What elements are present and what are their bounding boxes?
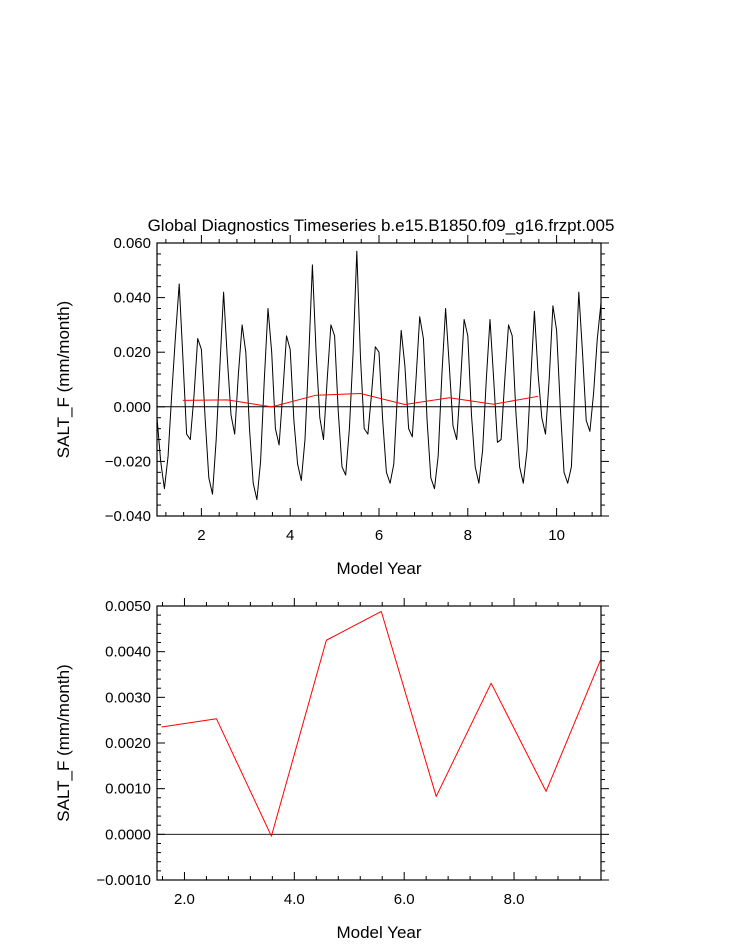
bottom-y-axis-label: SALT_F (mm/month) [54,664,73,821]
y-tick-label: 0.060 [113,235,151,252]
series-line-0 [161,610,602,837]
top-plot-frame [156,242,602,517]
x-tick-label: 8.0 [504,891,525,908]
bottom-minor-ticks [157,602,605,880]
y-tick-label: 0.0050 [105,598,151,615]
top-series [156,250,602,501]
bottom-major-ticks [157,598,609,881]
y-tick-label: −0.020 [105,453,151,470]
y-tick-label: 0.0030 [105,689,151,706]
y-tick-label: −0.0010 [96,872,151,889]
x-tick-label: 2.0 [174,891,195,908]
y-tick-label: −0.040 [105,508,151,525]
x-tick-label: 6.0 [394,891,415,908]
bottom-panel: −0.0010 0.0000 0.0010 0.0020 0.0030 0.0040 0.0… [54,598,609,942]
x-tick-label: 4.0 [284,891,305,908]
y-tick-label: 0.0040 [105,644,151,661]
y-tick-label: 0.0010 [105,781,151,798]
y-tick-label: 0.040 [113,290,151,307]
series-line-0 [156,250,602,501]
x-tick-label: 6 [375,527,383,544]
y-tick-label: 0.000 [113,399,151,416]
bottom-x-tick-labels: 2.0 4.0 6.0 8.0 [174,891,524,908]
x-tick-label: 10 [548,527,565,544]
x-tick-label: 8 [464,527,472,544]
y-tick-label: 0.020 [113,344,151,361]
x-tick-label: 2 [197,527,205,544]
top-x-axis-label: Model Year [336,559,421,578]
series-line-1 [182,392,539,408]
top-y-tick-labels: −0.040 −0.020 0.000 0.020 0.040 0.060 [105,235,151,525]
y-tick-label: 0.0000 [105,826,151,843]
bottom-x-axis-label: Model Year [336,923,421,942]
x-tick-label: 4 [286,527,294,544]
top-x-tick-labels: 2 4 6 8 10 [197,527,565,544]
y-tick-label: 0.0020 [105,735,151,752]
bottom-y-tick-labels: −0.0010 0.0000 0.0010 0.0020 0.0030 0.0040 0.0… [96,598,151,889]
top-minor-ticks [157,239,605,516]
bottom-series [161,610,602,837]
top-y-axis-label: SALT_F (mm/month) [54,301,73,458]
bottom-plot-frame [156,605,602,881]
top-major-ticks [157,235,609,517]
chart-title: Global Diagnostics Timeseries b.e15.B185… [148,216,615,235]
